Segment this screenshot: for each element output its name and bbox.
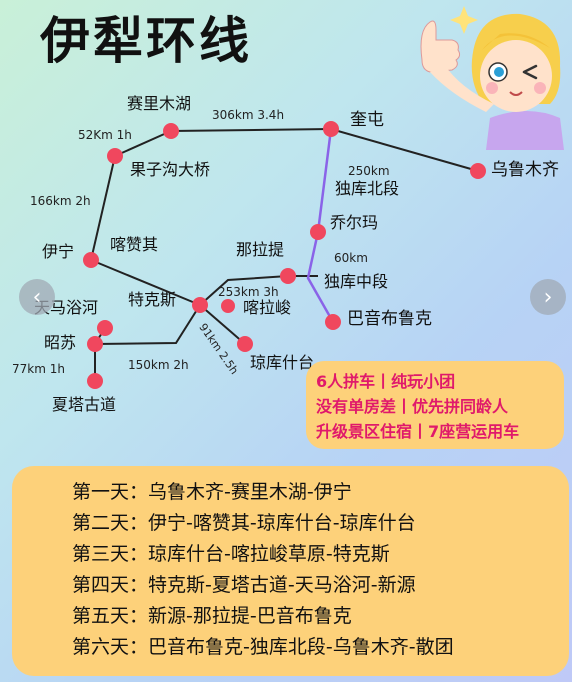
distance-tekesi-nalati: 253km 3h [218, 285, 279, 299]
label-guozigou: 果子沟大桥 [130, 160, 211, 179]
route-sailimu-kuitun-urumqi [170, 127, 479, 172]
route-tekesi-nalati [199, 275, 289, 306]
itinerary-day: 第三天：琼库什台-喀拉峻草原-特克斯 [72, 543, 390, 565]
label-yining: 伊宁 [42, 242, 75, 261]
label-qiaoerma: 乔尔玛 [330, 213, 379, 232]
distance-qiaoerma-nalati: 60km [334, 251, 368, 265]
distance-zhaosu-xiata: 77km 1h [12, 362, 65, 376]
label-dushanzi-mid: 独库中段 [324, 272, 389, 291]
itinerary-day: 第四天：特克斯-夏塔古道-天马浴河-新源 [72, 574, 416, 596]
stop-sailimu[interactable] [163, 123, 179, 139]
label-dushanzi-north: 独库北段 [335, 179, 400, 198]
shirt-shape [486, 111, 564, 150]
label-kuitun: 奎屯 [350, 110, 384, 130]
face-shape [480, 40, 552, 112]
sparkle-icon [450, 6, 478, 34]
route-guozigou-yining [90, 155, 116, 261]
stop-urumqi[interactable] [470, 163, 486, 179]
itinerary-panel: 第一天：乌鲁木齐-赛里木湖-伊宁 第二天：伊宁-喀赞其-琼库什台-琼库什台 第三… [12, 466, 569, 676]
route-duku [306, 128, 335, 323]
itinerary-day: 第六天：巴音布鲁克-独库北段-乌鲁木齐-散团 [72, 636, 454, 658]
stop-kuitun[interactable] [323, 121, 339, 137]
distance-kuitun-urumqi: 250km [348, 164, 390, 178]
distance-sailimu-kuitun: 306km 3.4h [212, 108, 285, 122]
label-bayinbuluke: 巴音布鲁克 [347, 309, 432, 329]
itinerary-day: 第二天：伊宁-喀赞其-琼库什台-琼库什台 [72, 512, 416, 534]
label-xiata: 夏塔古道 [52, 395, 117, 414]
distance-yining-guozigou: 166km 2h [30, 194, 91, 208]
label-urumqi: 乌鲁木齐 [491, 160, 559, 180]
stop-markers [83, 121, 486, 389]
promo-line: 升级景区住宿丨7座营运用车 [316, 422, 520, 441]
arm-shape [430, 64, 494, 112]
stop-kalajun[interactable] [221, 299, 235, 313]
cartoon-girl-illustration [420, 6, 564, 150]
stop-guozigou[interactable] [107, 148, 123, 164]
cheek-left [486, 82, 498, 94]
pupil [494, 67, 504, 77]
label-kukushitai: 琼库什台 [250, 353, 315, 372]
distance-guozigou-sailimu: 52Km 1h [78, 128, 132, 142]
wink-eye [522, 64, 538, 80]
chevron-left-icon: ‹ [32, 284, 42, 310]
next-image-button[interactable]: › [530, 279, 566, 315]
route-yining-tekesi [90, 259, 201, 306]
promo-box: 6人拼车丨纯玩小团 没有单房差丨优先拼同龄人 升级景区住宿丨7座营运用车 [306, 361, 564, 449]
promo-line: 没有单房差丨优先拼同龄人 [316, 397, 509, 416]
stop-tekesi[interactable] [192, 297, 208, 313]
label-zhaosu: 昭苏 [44, 333, 77, 352]
stop-kukushitai[interactable] [237, 336, 253, 352]
route-tekesi-kukushitai [199, 304, 246, 345]
itinerary-day: 第一天：乌鲁木齐-赛里木湖-伊宁 [72, 481, 352, 503]
label-kazanqi: 喀赞其 [110, 235, 159, 254]
itinerary-day: 第五天：新源-那拉提-巴音布鲁克 [72, 605, 352, 627]
stop-nalati[interactable] [280, 268, 296, 284]
route-map [83, 121, 486, 389]
cheek-right [534, 82, 546, 94]
label-tekesi: 特克斯 [128, 290, 177, 309]
mouth [509, 91, 523, 96]
label-kalajun: 喀拉峻 [243, 298, 292, 317]
distance-zhaosu-tekesi: 150km 2h [128, 358, 189, 372]
stop-xiata[interactable] [87, 373, 103, 389]
stop-tianma[interactable] [97, 320, 113, 336]
previous-image-button[interactable]: ‹ [19, 279, 55, 315]
label-sailimu: 赛里木湖 [127, 94, 192, 113]
page-title: 伊犁环线 [40, 12, 252, 70]
stop-yining[interactable] [83, 252, 99, 268]
chevron-right-icon: › [543, 284, 553, 310]
label-nalati: 那拉提 [236, 240, 285, 259]
duku-highway-line [306, 128, 335, 323]
route-sailimu-guozigou [114, 130, 172, 157]
stop-zhaosu[interactable] [87, 336, 103, 352]
promo-line: 6人拼车丨纯玩小团 [316, 372, 456, 391]
stop-bayinbuluke[interactable] [325, 314, 341, 330]
stop-qiaoerma[interactable] [310, 224, 326, 240]
route-tekesi-zhaosu [94, 304, 201, 345]
